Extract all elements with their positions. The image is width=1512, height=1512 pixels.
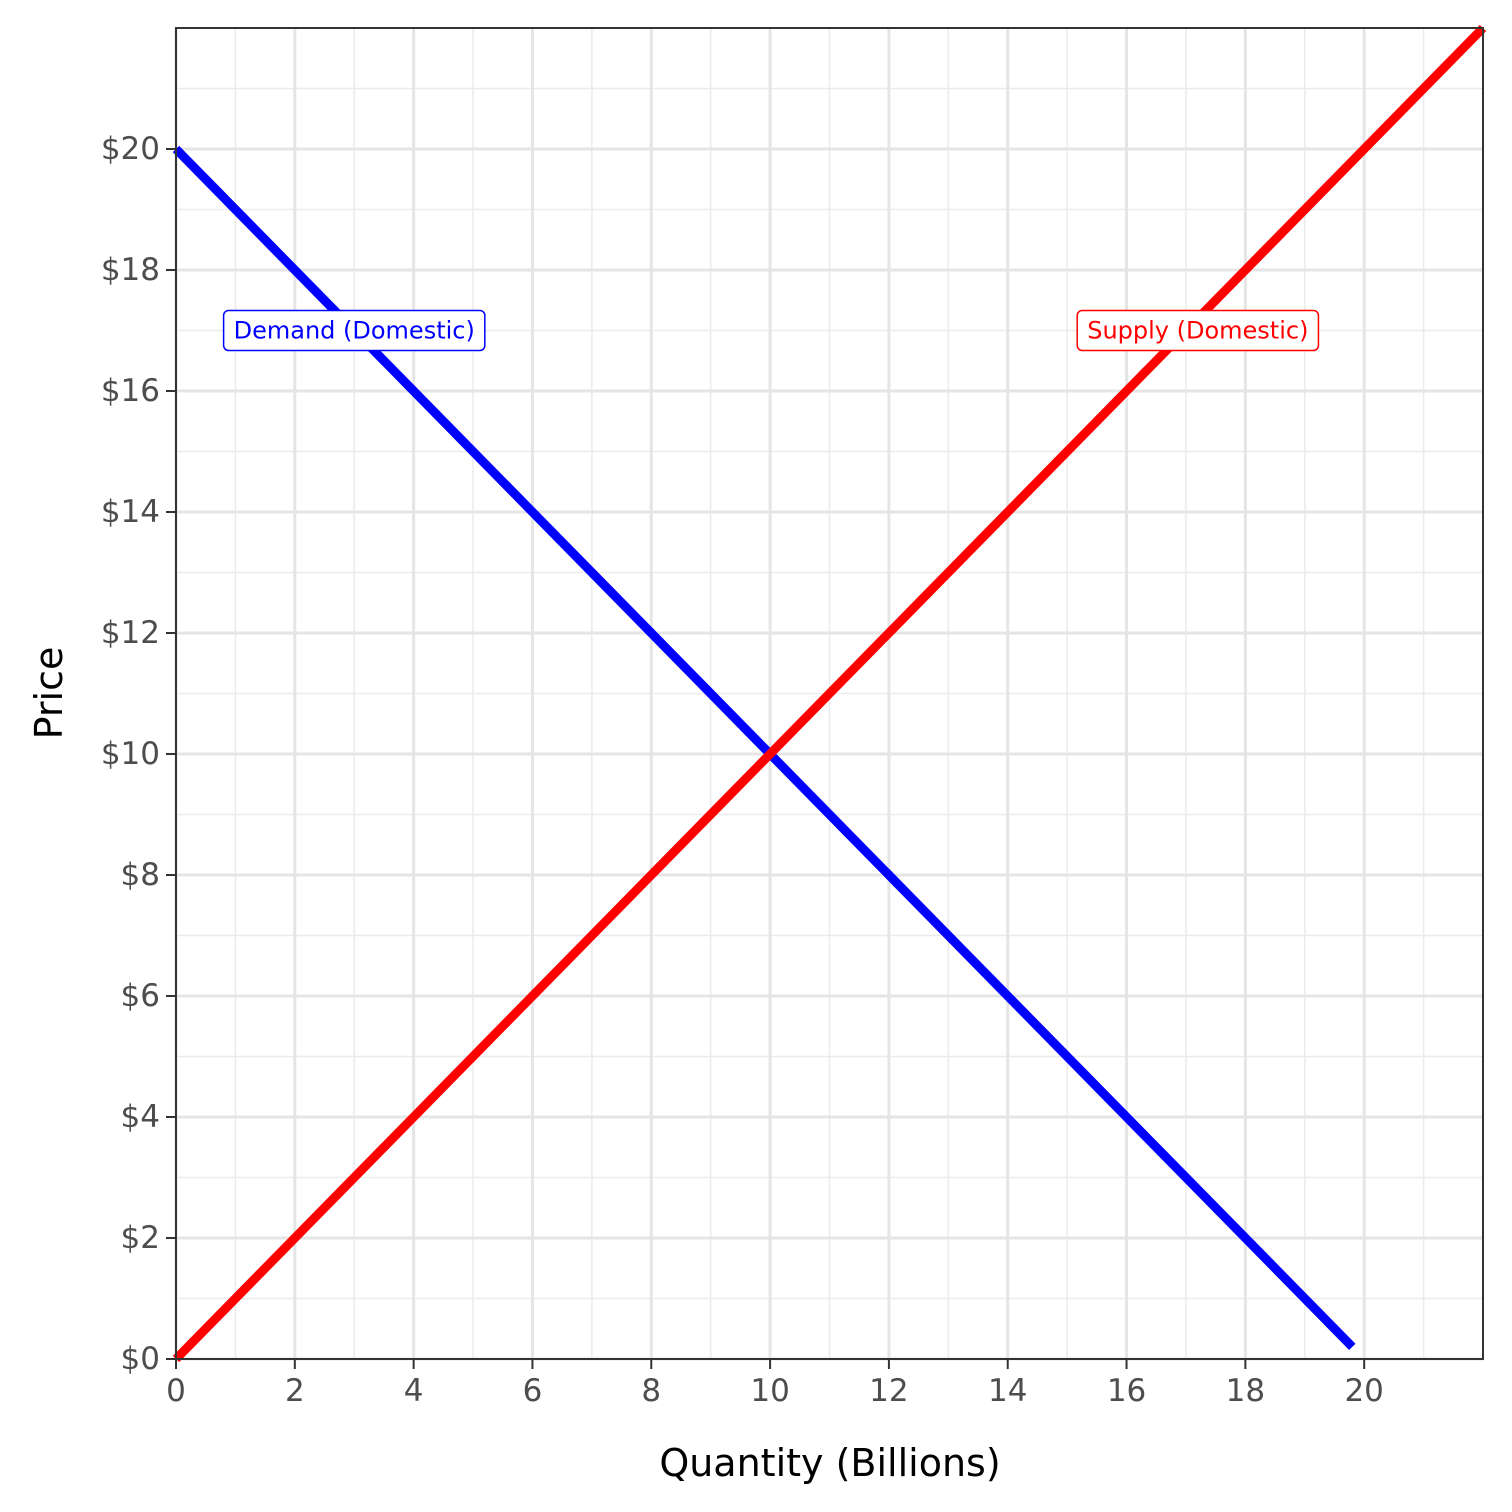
x-tick-label: 20: [1344, 1373, 1383, 1409]
curve-label-text: Supply (Domestic): [1087, 317, 1308, 345]
y-tick-label: $10: [101, 736, 160, 772]
curve-label-box: [1076, 309, 1320, 352]
x-tick-label: 0: [166, 1373, 186, 1409]
x-tick-label: 16: [1107, 1373, 1146, 1409]
major-gridlines: [174, 28, 1483, 1361]
x-axis-title: Quantity (Billions): [659, 1441, 1000, 1485]
x-tick-label: 4: [404, 1373, 424, 1409]
x-tick-label: 12: [869, 1373, 908, 1409]
y-tick-label: $12: [101, 615, 160, 651]
y-tick-label: $14: [101, 494, 160, 530]
y-tick-label: $16: [101, 373, 160, 409]
x-tick-label: 18: [1226, 1373, 1265, 1409]
curve-label-box: [222, 309, 486, 352]
curve-label-text: Demand (Domestic): [234, 317, 475, 345]
y-tick-label: $2: [121, 1220, 160, 1256]
curve-label-demand: Demand (Domestic): [222, 309, 486, 352]
x-tick-label: 14: [988, 1373, 1027, 1409]
y-tick-label: $8: [121, 857, 160, 893]
curve-label-supply: Supply (Domestic): [1076, 309, 1320, 352]
y-tick-label: $6: [121, 978, 160, 1014]
x-tick-label: 10: [750, 1373, 789, 1409]
curve-labels: Demand (Domestic) Supply (Domestic): [222, 309, 1320, 352]
y-tick-label: $20: [101, 131, 160, 167]
y-tick-label: $4: [121, 1099, 160, 1135]
y-tick-label: $0: [121, 1341, 160, 1377]
y-axis: $0 $2 $4 $6 $8 $10 $12 $14 $16 $18 $20: [101, 131, 176, 1377]
y-tick-label: $18: [101, 252, 160, 288]
x-tick-label: 6: [523, 1373, 543, 1409]
x-tick-label: 2: [285, 1373, 305, 1409]
plot-panel-border: [175, 27, 1484, 1360]
x-tick-label: 8: [641, 1373, 661, 1409]
y-axis-title: Price: [27, 647, 71, 740]
series-line-supply: [172, 24, 1487, 1363]
x-axis: 0 2 4 6 8 10 12 14 16 18 20: [166, 1359, 1384, 1409]
